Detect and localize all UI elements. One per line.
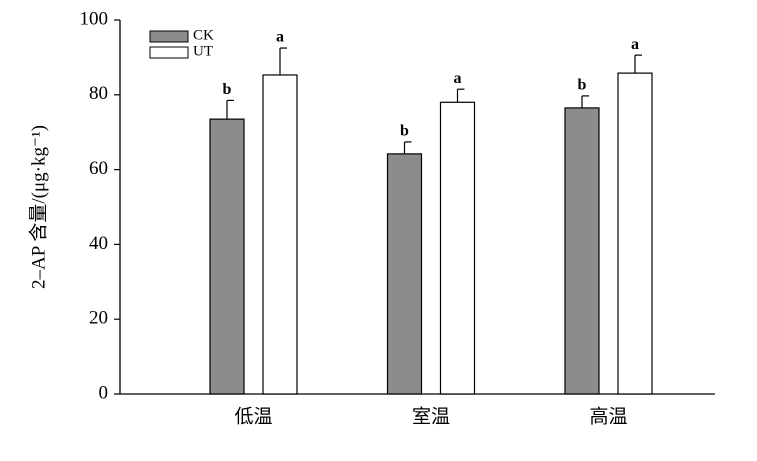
error-bar xyxy=(226,99,234,120)
legend-swatch xyxy=(149,30,189,43)
bar xyxy=(564,107,600,395)
error-bar xyxy=(634,54,642,74)
legend-label: UT xyxy=(193,43,213,59)
error-bar xyxy=(456,88,465,103)
y-tick-label: 0 xyxy=(99,382,109,403)
y-tick-label: 20 xyxy=(89,308,108,329)
significance-label: a xyxy=(276,29,284,46)
y-tick-label: 60 xyxy=(89,158,108,179)
significance-label: b xyxy=(223,81,232,98)
significance-label: a xyxy=(631,36,639,53)
y-tick-label: 40 xyxy=(89,233,108,254)
bar xyxy=(209,118,245,395)
legend-label: CK xyxy=(193,27,214,43)
significance-label: b xyxy=(400,123,409,140)
significance-label: a xyxy=(454,70,462,87)
significance-label: b xyxy=(578,77,587,94)
x-tick-label: 室温 xyxy=(412,405,450,427)
bar xyxy=(617,72,653,395)
bar xyxy=(439,101,476,395)
legend-swatch xyxy=(149,46,189,59)
error-bar xyxy=(279,47,287,75)
x-tick-label: 高温 xyxy=(589,405,627,427)
error-bar xyxy=(403,141,412,154)
bar xyxy=(386,153,423,395)
x-tick-label: 低温 xyxy=(234,405,272,427)
y-tick-label: 100 xyxy=(80,8,109,29)
y-axis-label: 2–AP 含量/(μg·kg⁻¹) xyxy=(27,125,49,289)
y-tick-label: 80 xyxy=(89,83,108,104)
bar xyxy=(262,74,298,395)
error-bar xyxy=(581,95,589,108)
